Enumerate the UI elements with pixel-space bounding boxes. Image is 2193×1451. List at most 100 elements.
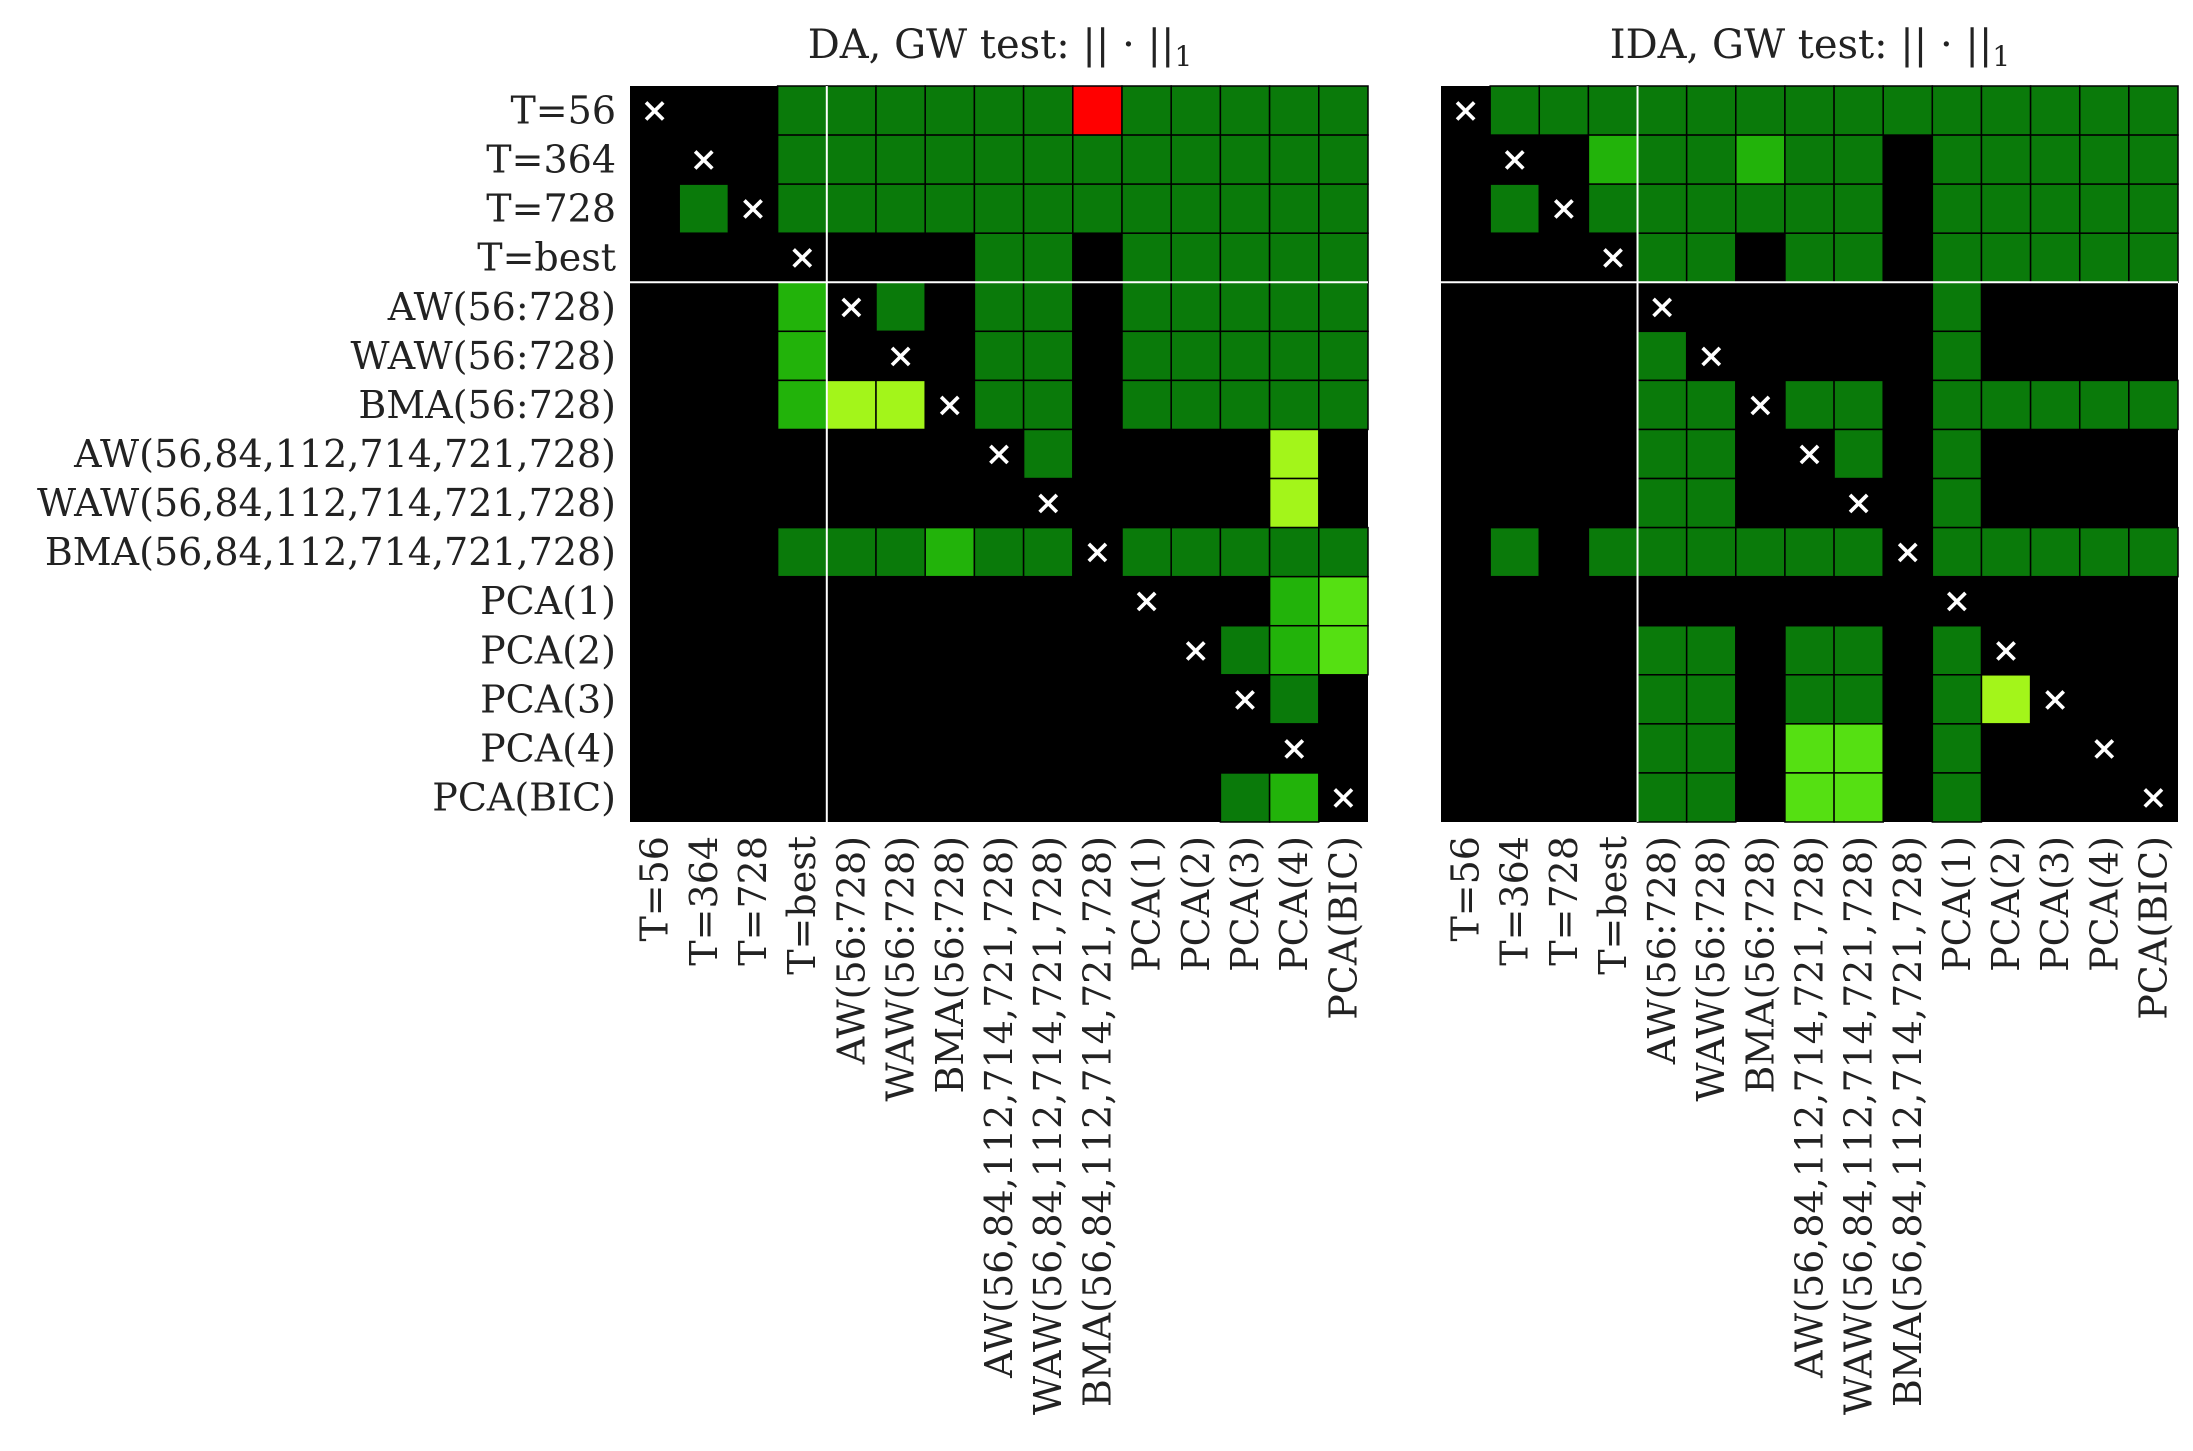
- heatmap-cell: [1685, 183, 1737, 234]
- heatmap-cell: [1784, 134, 1835, 185]
- diagonal-marker: ×: [690, 140, 719, 180]
- heatmap-cell: [1685, 379, 1737, 431]
- heatmap-cell: [2078, 232, 2130, 284]
- row-label: BMA(56:728): [358, 383, 616, 427]
- heatmap-cell: [1784, 183, 1835, 234]
- row-label: AW(56,84,112,714,721,728): [73, 432, 616, 476]
- column-labels: T=56 T=364 T=728 T=best AW(56:728) WAW(56:728…: [633, 836, 1366, 1415]
- heatmap-cell: [1931, 772, 1983, 823]
- heatmap-cell: [2078, 526, 2130, 578]
- heatmap-cell: [1268, 674, 1320, 725]
- heatmap-cell: [826, 134, 877, 185]
- column-label: PCA(3): [1223, 836, 1267, 972]
- heatmap-cell: [973, 134, 1025, 185]
- heatmap-cell: [1268, 575, 1320, 627]
- heatmap-cell: [1685, 624, 1737, 676]
- column-label: PCA(1): [1125, 836, 1169, 972]
- column-labels: T=56 T=364 T=728 T=best AW(56:728) WAW(56:728…: [1444, 836, 2176, 1415]
- heatmap-cell: [1980, 674, 2032, 725]
- heatmap-cell: [1833, 526, 1884, 578]
- heatmap-cell: [1931, 232, 1983, 284]
- heatmap-cell: [1268, 281, 1320, 333]
- heatmap-cell: [1219, 624, 1271, 676]
- column-label: AW(56,84,112,714,721,728): [977, 836, 1021, 1379]
- heatmap-cell: [1636, 85, 1688, 136]
- column-label: BMA(56,84,112,714,721,728): [1075, 836, 1119, 1407]
- heatmap-cell: [1980, 232, 2032, 284]
- heatmap-cell: [2128, 134, 2179, 185]
- heatmap-cell: [1072, 183, 1123, 234]
- heatmap-cell: [826, 183, 877, 234]
- diagonal-marker: ×: [788, 238, 817, 278]
- heatmap-cell: [1072, 85, 1123, 136]
- heatmap-cell: [1784, 624, 1835, 676]
- column-label: T=best: [780, 836, 824, 975]
- diagonal-marker: ×: [1992, 630, 2021, 670]
- heatmap-cell: [1489, 183, 1541, 234]
- heatmap-cell: [1833, 85, 1884, 136]
- panel-title-da: DA, GW test: || · ||1: [808, 22, 1193, 73]
- heatmap-cell: [2078, 379, 2130, 431]
- heatmap-cell: [1636, 723, 1688, 774]
- heatmap-cell: [1268, 330, 1320, 382]
- heatmap-cell: [1833, 674, 1884, 725]
- heatmap-cell: [1587, 526, 1639, 578]
- heatmap-cell: [1833, 183, 1884, 234]
- column-label: T=728: [731, 836, 775, 966]
- column-label: BMA(56:728): [1738, 836, 1782, 1094]
- diagonal-marker: ×: [1648, 287, 1677, 327]
- heatmap-cell: [1170, 330, 1222, 382]
- heatmap-cell: [875, 183, 926, 234]
- heatmap-cell: [776, 183, 828, 234]
- heatmap-cell: [1636, 232, 1688, 284]
- heatmap-cell: [1784, 232, 1835, 284]
- heatmap-cell: [1735, 85, 1786, 136]
- heatmap-cell: [1931, 134, 1983, 185]
- heatmap-cell: [973, 183, 1025, 234]
- column-label: AW(56,84,112,714,721,728): [1788, 836, 1832, 1379]
- heatmap-cell: [973, 232, 1025, 284]
- heatmap-cell: [1219, 232, 1271, 284]
- heatmap-cell: [1636, 379, 1688, 431]
- column-label: PCA(2): [1984, 836, 2028, 972]
- heatmap-cell: [1022, 183, 1074, 234]
- heatmap-cell: [1685, 772, 1737, 823]
- heatmap-cell: [1833, 232, 1884, 284]
- heatmap-cell: [1636, 477, 1688, 529]
- heatmap-cell: [1685, 232, 1737, 284]
- heatmap-cell: [1170, 232, 1222, 284]
- row-label: T=best: [477, 236, 616, 280]
- heatmap-cell: [973, 526, 1025, 578]
- heatmap-cell: [1219, 772, 1271, 823]
- heatmap-cell: [1784, 379, 1835, 431]
- diagonal-marker: ×: [640, 91, 669, 131]
- heatmap-cell: [2029, 183, 2081, 234]
- heatmap-cell: [1882, 85, 1934, 136]
- diagonal-marker: ×: [1083, 532, 1112, 572]
- heatmap-cell: [1268, 772, 1320, 823]
- heatmap-cell: [776, 379, 828, 431]
- column-label: PCA(4): [2082, 836, 2126, 972]
- heatmap-cell: [1538, 85, 1590, 136]
- heatmap-cell: [1489, 526, 1541, 578]
- heatmap-cell: [1022, 428, 1074, 480]
- heatmap-cell: [826, 379, 877, 431]
- heatmap-cell: [1170, 379, 1222, 431]
- heatmap-cell: [1022, 330, 1074, 382]
- heatmap-cell: [1636, 330, 1688, 382]
- heatmap-cell: [1931, 723, 1983, 774]
- heatmap-cell: [1022, 232, 1074, 284]
- heatmap-cell: [1219, 379, 1271, 431]
- column-label: T=364: [1493, 836, 1537, 966]
- heatmap-cell: [1735, 526, 1786, 578]
- heatmap-cell: [1735, 134, 1786, 185]
- heatmap-cell: [1121, 379, 1172, 431]
- diagonal-marker: ×: [1132, 581, 1161, 621]
- column-label: BMA(56,84,112,714,721,728): [1886, 836, 1930, 1407]
- diagonal-marker: ×: [1231, 679, 1260, 719]
- heatmap-cell: [1219, 281, 1271, 333]
- panel-title-main: DA, GW test: || · ||: [808, 22, 1175, 68]
- heatmap-cell: [1833, 428, 1884, 480]
- heatmap-panel-da: DA, GW test: || · ||1 × × × × × × × × × × × × × × × T=…: [37, 22, 1369, 1415]
- heatmap-cell: [1980, 134, 2032, 185]
